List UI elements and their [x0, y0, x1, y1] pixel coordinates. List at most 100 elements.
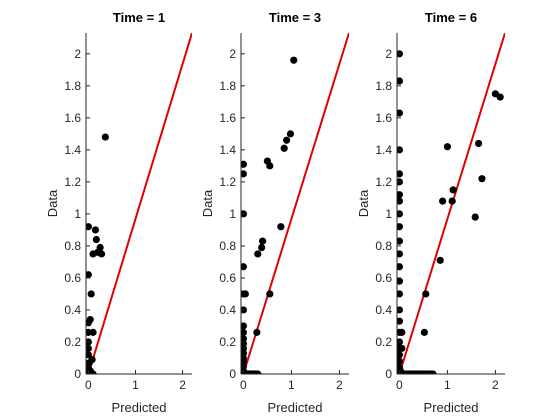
data-point: [97, 250, 106, 258]
y-tick-label: 2: [74, 47, 81, 61]
data-point: [422, 290, 430, 298]
x-tick-label: 2: [336, 378, 343, 392]
y-tick-label: 1: [74, 207, 81, 221]
x-tick-label: 1: [132, 378, 139, 392]
data-point: [86, 271, 92, 279]
y-tick-label: 0.8: [219, 239, 236, 253]
subplot-1: 0 0.2 0.4 0.6 0.8 1 1.2 1.4 1.6 1.8 2 0 1 2 Time = 1 Pr…: [45, 10, 192, 415]
data-points: [241, 56, 298, 374]
reference-line: [242, 33, 349, 374]
data-point: [420, 328, 428, 336]
subplot-3: 0 0.2 0.4 0.6 0.8 1 1.2 1.4 1.6 1.8 2 0 1 2 Time = 6 Pr…: [356, 10, 505, 415]
data-point: [241, 328, 247, 336]
y-tick-label: 2: [229, 47, 236, 61]
data-point: [266, 290, 274, 298]
y-tick-label: 2: [385, 47, 392, 61]
y-tick-label: 0.6: [64, 271, 81, 285]
x-tick-label: 0: [240, 378, 247, 392]
x-tick-label: 0: [85, 378, 92, 392]
y-tick-label: 0.2: [219, 335, 236, 349]
data-point: [286, 130, 295, 138]
y-tick-label: 0.8: [375, 239, 392, 253]
y-tick-label: 1.4: [64, 143, 81, 157]
y-tick-label: 0.4: [219, 303, 236, 317]
chart-title: Time = 1: [113, 10, 165, 25]
y-tick-label: 1.4: [375, 143, 392, 157]
data-point: [397, 197, 403, 205]
y-tick-label: 0.4: [64, 303, 81, 317]
y-tick-label: 1.6: [219, 111, 236, 125]
data-point: [397, 357, 403, 365]
data-point: [277, 223, 285, 231]
y-tick-label: 1.8: [64, 79, 81, 93]
data-point: [241, 322, 247, 330]
data-point: [253, 328, 261, 336]
y-tick-label: 0: [385, 367, 392, 381]
y-tick-label: 1.6: [64, 111, 81, 125]
data-point: [448, 197, 456, 205]
data-point: [89, 328, 97, 336]
chart-title: Time = 3: [269, 10, 321, 25]
data-point: [397, 367, 404, 374]
data-point: [241, 263, 247, 271]
data-point: [87, 290, 95, 298]
data-point: [397, 263, 403, 271]
x-axis-label: Predicted: [424, 400, 479, 415]
y-tick-label: 0.2: [375, 335, 392, 349]
data-point: [259, 237, 267, 245]
data-point: [443, 143, 451, 151]
data-point: [397, 223, 403, 231]
y-tick-label: 0.4: [375, 303, 392, 317]
data-point: [254, 250, 262, 258]
data-point: [397, 290, 403, 298]
data-point: [397, 109, 403, 117]
data-point: [496, 93, 504, 101]
y-tick-label: 1: [229, 207, 236, 221]
subplot-2: 0 0.2 0.4 0.6 0.8 1 1.2 1.4 1.6 1.8 2 0 1 2 Time = 3 Pr…: [200, 10, 349, 415]
y-tick-label: 0: [229, 367, 236, 381]
chart-title: Time = 6: [425, 10, 477, 25]
data-point: [280, 144, 288, 152]
data-point: [241, 290, 249, 298]
data-point: [241, 335, 247, 343]
data-point: [290, 56, 298, 64]
x-axis-label: Predicted: [112, 400, 167, 415]
data-point: [101, 133, 109, 141]
data-points: [86, 133, 109, 374]
data-point: [86, 223, 92, 231]
data-point: [398, 344, 406, 352]
data-point: [397, 237, 403, 245]
x-axis-label: Predicted: [268, 400, 323, 415]
y-tick-label: 1.6: [375, 111, 392, 125]
data-point: [397, 250, 403, 258]
data-point: [398, 328, 406, 336]
reference-line: [87, 33, 192, 374]
y-axis-label: Data: [45, 189, 60, 217]
y-tick-label: 1: [385, 207, 392, 221]
data-point: [266, 162, 274, 170]
x-tick-label: 1: [288, 378, 295, 392]
data-point: [439, 197, 447, 205]
data-point: [397, 277, 403, 285]
y-tick-label: 1.4: [219, 143, 236, 157]
y-tick-label: 0.8: [64, 239, 81, 253]
y-tick-label: 1.2: [375, 175, 392, 189]
data-point: [86, 344, 92, 352]
x-tick-label: 0: [396, 378, 403, 392]
data-point: [91, 226, 100, 234]
data-point: [258, 243, 266, 252]
y-tick-label: 1.8: [219, 79, 236, 93]
data-point: [478, 175, 486, 183]
y-tick-label: 0.2: [64, 335, 81, 349]
y-tick-label: 1.2: [64, 175, 81, 189]
y-tick-label: 1.2: [219, 175, 236, 189]
data-point: [449, 186, 457, 194]
y-axis-label: Data: [356, 189, 371, 217]
data-point: [471, 213, 479, 221]
y-tick-label: 0: [74, 367, 81, 381]
data-point: [254, 370, 262, 374]
y-tick-label: 1.8: [375, 79, 392, 93]
data-point: [241, 170, 247, 178]
data-point: [241, 160, 247, 168]
